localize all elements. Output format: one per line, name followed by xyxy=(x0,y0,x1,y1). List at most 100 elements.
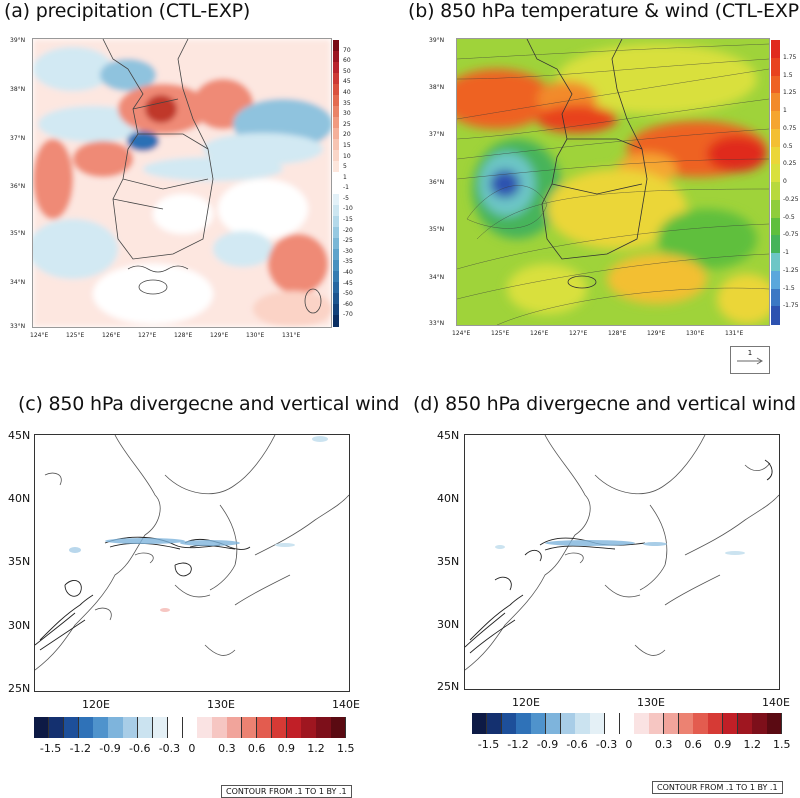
colorbar-swatch xyxy=(123,717,139,738)
colorbar-level-label: 0.5 xyxy=(783,142,793,150)
panel-c-xlabel-130: 130E xyxy=(207,698,235,711)
colorbar-swatch xyxy=(333,282,339,294)
panel-d-xlabel-140: 140E xyxy=(762,696,790,709)
panel-a-map xyxy=(32,38,332,328)
panel-c-ylabel-30: 30N xyxy=(8,619,31,632)
colorbar-level-label: -1.2 xyxy=(507,738,529,751)
panel-b-title: (b) 850 hPa temperature & wind (CTL-EXP) xyxy=(408,0,800,22)
colorbar-swatch xyxy=(771,199,780,218)
colorbar-swatch xyxy=(722,713,739,734)
panel-d-map xyxy=(464,434,780,690)
colorbar-level-label: 1.25 xyxy=(783,89,797,97)
colorbar-level-label: 60 xyxy=(343,57,351,65)
panel-a-title: (a) precipitation (CTL-EXP) xyxy=(4,0,251,22)
panel-a-field xyxy=(33,39,331,327)
colorbar-level-label: 1 xyxy=(343,173,347,181)
colorbar-swatch xyxy=(333,150,339,162)
panel-d-xlabel-130: 130E xyxy=(637,696,665,709)
colorbar-level-label: 45 xyxy=(343,78,351,86)
panel-d-ylabel-30: 30N xyxy=(437,618,460,631)
colorbar-level-label: 0.3 xyxy=(654,738,673,751)
colorbar-level-label: 70 xyxy=(343,46,351,54)
colorbar-level-label: -0.25 xyxy=(783,195,799,203)
panel-b-ylabel-37: 37°N xyxy=(429,131,445,138)
colorbar-swatch xyxy=(771,253,780,272)
colorbar-swatch xyxy=(619,713,635,734)
panel-a-ylabel-35: 35°N xyxy=(10,230,26,237)
panel-a-xlabel-125: 125°E xyxy=(66,332,85,339)
colorbar-swatch xyxy=(333,128,339,140)
colorbar-swatch xyxy=(333,161,339,173)
panel-b-xlabel-125: 125°E xyxy=(491,330,510,337)
colorbar-level-label: 0.6 xyxy=(247,742,266,755)
panel-b-ylabel-35: 35°N xyxy=(429,226,445,233)
panel-c-ylabel-45: 45N xyxy=(8,429,31,442)
colorbar-level-label: -10 xyxy=(343,205,353,213)
colorbar-level-label: -5 xyxy=(343,194,349,202)
colorbar-level-label: 5 xyxy=(343,163,347,171)
colorbar-level-label: -1.5 xyxy=(39,742,62,755)
colorbar-level-label: -1.5 xyxy=(783,284,795,292)
panel-a-ylabel-37: 37°N xyxy=(10,135,26,142)
colorbar-swatch xyxy=(34,717,50,738)
colorbar-swatch xyxy=(333,205,339,217)
colorbar-swatch xyxy=(331,717,347,738)
panel-b-xlabel-129: 129°E xyxy=(647,330,666,337)
colorbar-level-label: -0.75 xyxy=(783,231,799,239)
colorbar-swatch xyxy=(333,62,339,74)
colorbar-level-label: 1.5 xyxy=(783,71,793,79)
colorbar-swatch xyxy=(256,717,273,738)
colorbar-swatch xyxy=(634,713,650,734)
colorbar-swatch xyxy=(333,95,339,107)
colorbar-level-label: 0.9 xyxy=(277,742,296,755)
panel-c-xlabel-140: 140E xyxy=(332,698,360,711)
colorbar-level-label: -1.25 xyxy=(783,266,799,274)
panel-a-ylabel-38: 38°N xyxy=(10,86,26,93)
colorbar-swatch xyxy=(333,139,339,151)
colorbar-swatch xyxy=(333,227,339,239)
panel-d-ylabel-25: 25N xyxy=(437,680,460,693)
panel-b-xlabel-130: 130°E xyxy=(686,330,705,337)
colorbar-swatch xyxy=(333,216,339,228)
colorbar-level-label: -0.9 xyxy=(99,742,121,755)
colorbar-swatch xyxy=(242,717,258,738)
panel-b-xlabel-126: 126°E xyxy=(530,330,549,337)
panel-a-xlabel-124: 124°E xyxy=(30,332,49,339)
panel-b-field xyxy=(457,39,769,325)
colorbar-level-label: -60 xyxy=(343,300,353,308)
colorbar-swatch xyxy=(333,51,339,63)
colorbar-swatch xyxy=(333,84,339,96)
panel-a-ylabel-36: 36°N xyxy=(10,183,26,190)
colorbar-level-label: 0.75 xyxy=(783,124,797,132)
colorbar-level-label: -35 xyxy=(343,258,353,266)
colorbar-swatch xyxy=(152,717,169,738)
panel-a-colorbar xyxy=(333,40,339,327)
panel-b-ylabel-38: 38°N xyxy=(429,84,445,91)
colorbar-level-label: -1 xyxy=(343,184,349,192)
colorbar-level-label: -40 xyxy=(343,269,353,277)
colorbar-swatch xyxy=(333,249,339,261)
panel-c-xlabel-120: 120E xyxy=(82,698,110,711)
colorbar-swatch xyxy=(63,717,80,738)
colorbar-swatch xyxy=(316,717,332,738)
colorbar-swatch xyxy=(531,713,547,734)
panel-b-ylabel-39: 39°N xyxy=(429,37,445,44)
panel-d-title: (d) 850 hPa divergecne and vertical wind xyxy=(413,393,796,415)
colorbar-level-label: 1.5 xyxy=(337,742,355,755)
colorbar-level-label: 15 xyxy=(343,141,351,149)
colorbar-swatch xyxy=(197,717,213,738)
colorbar-swatch xyxy=(771,146,780,165)
colorbar-swatch xyxy=(737,713,753,734)
panel-c-field xyxy=(35,435,349,671)
panel-a-ylabel-33: 33°N xyxy=(10,323,26,330)
colorbar-swatch xyxy=(771,288,780,307)
colorbar-swatch xyxy=(301,717,317,738)
panel-c-contour-note: CONTOUR FROM .1 TO 1 BY .1 xyxy=(221,785,352,798)
colorbar-swatch xyxy=(227,717,243,738)
colorbar-swatch xyxy=(590,713,606,734)
colorbar-level-label: -70 xyxy=(343,311,353,319)
colorbar-swatch xyxy=(108,717,124,738)
colorbar-swatch xyxy=(752,713,768,734)
panel-b-map xyxy=(456,38,770,326)
colorbar-level-label: 0.6 xyxy=(684,738,702,751)
